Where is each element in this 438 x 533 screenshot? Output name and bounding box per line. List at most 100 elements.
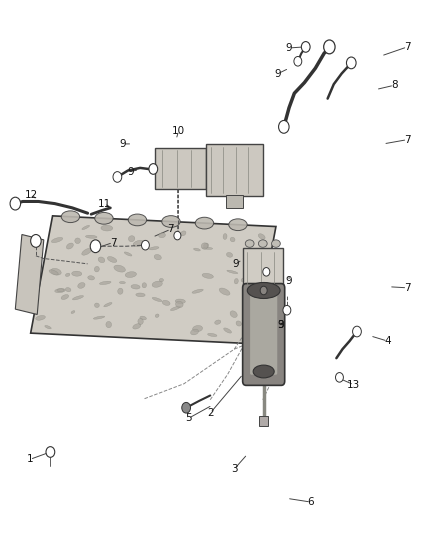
Ellipse shape	[67, 243, 73, 249]
Ellipse shape	[272, 240, 280, 247]
Circle shape	[141, 240, 149, 250]
Ellipse shape	[224, 328, 232, 333]
Ellipse shape	[215, 320, 221, 325]
Ellipse shape	[194, 248, 200, 251]
Ellipse shape	[124, 252, 132, 256]
Ellipse shape	[241, 278, 247, 282]
Circle shape	[301, 42, 310, 52]
Ellipse shape	[219, 288, 230, 295]
Ellipse shape	[226, 253, 233, 257]
Ellipse shape	[258, 240, 267, 247]
Ellipse shape	[244, 282, 253, 289]
Text: 9: 9	[119, 139, 126, 149]
Ellipse shape	[140, 316, 146, 320]
Ellipse shape	[230, 237, 235, 242]
Circle shape	[182, 402, 191, 413]
Circle shape	[31, 235, 41, 247]
Ellipse shape	[114, 265, 125, 272]
Ellipse shape	[120, 281, 125, 284]
Ellipse shape	[175, 299, 185, 303]
Ellipse shape	[202, 247, 212, 249]
Ellipse shape	[152, 297, 162, 302]
Ellipse shape	[138, 318, 143, 325]
Circle shape	[263, 268, 270, 276]
Ellipse shape	[36, 316, 46, 320]
Ellipse shape	[133, 324, 141, 329]
Circle shape	[260, 286, 267, 295]
Text: 7: 7	[404, 135, 411, 144]
Ellipse shape	[201, 243, 208, 249]
Circle shape	[336, 373, 343, 382]
Circle shape	[283, 305, 291, 315]
Ellipse shape	[245, 240, 254, 247]
Ellipse shape	[49, 270, 58, 275]
Ellipse shape	[133, 240, 144, 247]
Ellipse shape	[95, 213, 113, 224]
Ellipse shape	[75, 238, 81, 244]
FancyBboxPatch shape	[243, 284, 285, 385]
Ellipse shape	[258, 248, 267, 254]
Ellipse shape	[72, 296, 84, 300]
Ellipse shape	[227, 270, 238, 273]
Text: 7: 7	[404, 283, 411, 293]
Ellipse shape	[65, 273, 70, 277]
FancyBboxPatch shape	[226, 195, 243, 208]
Ellipse shape	[106, 321, 112, 328]
Ellipse shape	[95, 303, 99, 308]
Text: 2: 2	[207, 408, 214, 418]
Ellipse shape	[93, 316, 105, 319]
Ellipse shape	[104, 303, 112, 307]
Ellipse shape	[154, 254, 161, 260]
Ellipse shape	[176, 301, 183, 308]
Ellipse shape	[191, 329, 198, 335]
Ellipse shape	[159, 278, 163, 282]
Ellipse shape	[107, 256, 117, 262]
Ellipse shape	[192, 289, 203, 293]
Ellipse shape	[162, 216, 180, 228]
Text: 9: 9	[275, 69, 282, 78]
FancyBboxPatch shape	[259, 416, 268, 426]
Ellipse shape	[246, 322, 250, 328]
Circle shape	[346, 57, 356, 69]
Text: 9: 9	[232, 259, 239, 269]
Text: 12: 12	[25, 190, 38, 199]
Text: 8: 8	[391, 80, 398, 90]
Polygon shape	[15, 235, 44, 314]
Ellipse shape	[61, 295, 69, 300]
Ellipse shape	[78, 282, 85, 288]
Ellipse shape	[136, 293, 145, 297]
Text: 9: 9	[127, 167, 134, 176]
FancyBboxPatch shape	[243, 248, 283, 290]
Text: 13: 13	[347, 380, 360, 390]
Ellipse shape	[230, 311, 237, 318]
Ellipse shape	[51, 237, 63, 243]
Ellipse shape	[65, 288, 71, 292]
Polygon shape	[31, 216, 276, 344]
Ellipse shape	[131, 285, 140, 289]
Ellipse shape	[251, 263, 254, 267]
Text: 1: 1	[26, 455, 33, 464]
Ellipse shape	[118, 288, 123, 294]
Ellipse shape	[71, 311, 75, 313]
Ellipse shape	[247, 282, 280, 298]
Text: 7: 7	[110, 238, 117, 247]
Ellipse shape	[128, 214, 147, 226]
Ellipse shape	[55, 288, 65, 293]
Ellipse shape	[61, 211, 80, 223]
Circle shape	[10, 197, 21, 210]
Circle shape	[279, 120, 289, 133]
Text: 5: 5	[185, 414, 192, 423]
Text: 6: 6	[307, 497, 314, 507]
Ellipse shape	[152, 281, 162, 287]
Ellipse shape	[258, 234, 265, 239]
Circle shape	[324, 40, 335, 54]
Ellipse shape	[85, 235, 97, 238]
Ellipse shape	[57, 289, 64, 292]
Text: 4: 4	[384, 336, 391, 346]
Ellipse shape	[195, 217, 214, 229]
FancyBboxPatch shape	[250, 294, 277, 375]
Text: 9: 9	[286, 277, 293, 286]
Ellipse shape	[170, 306, 180, 311]
Text: 3: 3	[231, 464, 238, 474]
Circle shape	[353, 326, 361, 337]
